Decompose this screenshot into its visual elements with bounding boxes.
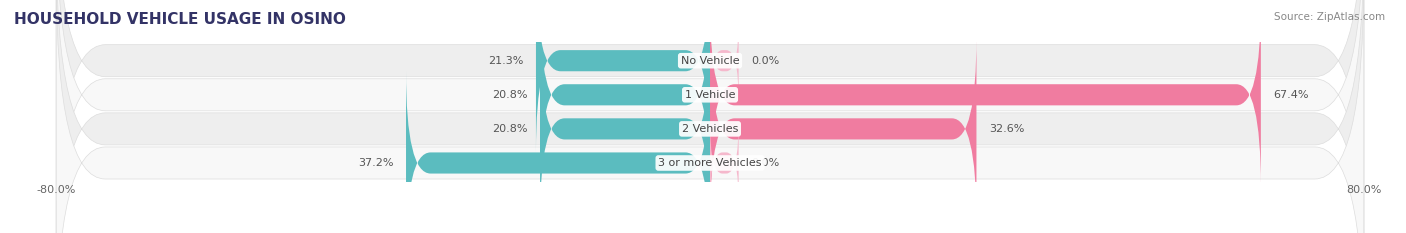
Text: 0.0%: 0.0% xyxy=(751,158,779,168)
Text: 20.8%: 20.8% xyxy=(492,90,527,100)
Text: 0.0%: 0.0% xyxy=(751,56,779,66)
FancyBboxPatch shape xyxy=(56,0,1364,233)
FancyBboxPatch shape xyxy=(710,122,738,204)
Text: Source: ZipAtlas.com: Source: ZipAtlas.com xyxy=(1274,12,1385,22)
FancyBboxPatch shape xyxy=(536,0,710,152)
Text: 37.2%: 37.2% xyxy=(359,158,394,168)
Text: 21.3%: 21.3% xyxy=(488,56,523,66)
Text: No Vehicle: No Vehicle xyxy=(681,56,740,66)
Text: 20.8%: 20.8% xyxy=(492,124,527,134)
FancyBboxPatch shape xyxy=(540,3,710,186)
Text: HOUSEHOLD VEHICLE USAGE IN OSINO: HOUSEHOLD VEHICLE USAGE IN OSINO xyxy=(14,12,346,27)
FancyBboxPatch shape xyxy=(56,0,1364,233)
Text: 67.4%: 67.4% xyxy=(1272,90,1309,100)
FancyBboxPatch shape xyxy=(710,20,738,101)
Text: 32.6%: 32.6% xyxy=(988,124,1024,134)
FancyBboxPatch shape xyxy=(540,37,710,221)
Text: 1 Vehicle: 1 Vehicle xyxy=(685,90,735,100)
Text: 3 or more Vehicles: 3 or more Vehicles xyxy=(658,158,762,168)
FancyBboxPatch shape xyxy=(710,37,976,221)
FancyBboxPatch shape xyxy=(56,0,1364,233)
FancyBboxPatch shape xyxy=(56,0,1364,233)
FancyBboxPatch shape xyxy=(710,3,1261,186)
Text: 2 Vehicles: 2 Vehicles xyxy=(682,124,738,134)
FancyBboxPatch shape xyxy=(406,71,710,233)
